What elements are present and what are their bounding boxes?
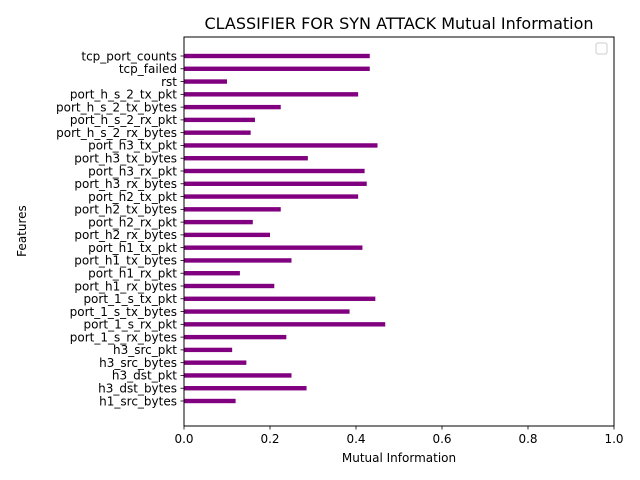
x-tick-label: 0.0: [174, 432, 193, 446]
bar-port-1-s-tx-pkt: [184, 296, 376, 301]
bar-port-h2-rx-bytes: [184, 232, 270, 238]
x-tick-label: 0.8: [518, 432, 537, 446]
bar-port-h3-tx-pkt: [184, 143, 378, 148]
x-tick-label: 0.6: [432, 432, 451, 446]
y-tick-label: tcp_port_counts: [81, 49, 177, 63]
y-tick-label: port_h3_tx_bytes: [74, 152, 177, 166]
bar-port-h-s-2-tx-pkt: [184, 92, 359, 97]
y-tick-label: h3_dst_pkt: [112, 369, 177, 383]
bars-group: [184, 53, 386, 404]
y-tick-label: port_h_s_2_tx_pkt: [70, 88, 177, 102]
y-tick-label: h3_src_pkt: [113, 343, 177, 357]
y-tick-label: port_h1_rx_bytes: [74, 279, 177, 293]
bar-h1-src-bytes: [184, 398, 236, 404]
bar-port-h-s-2-rx-pkt: [184, 117, 255, 123]
bar-port-h2-tx-bytes: [184, 207, 281, 212]
y-tick-label: port_h2_rx_pkt: [88, 215, 177, 229]
x-tick-label: 1.0: [604, 432, 623, 446]
y-tick-label: port_1_s_rx_pkt: [84, 318, 178, 332]
bar-port-h2-tx-pkt: [184, 194, 359, 199]
y-tick-label: port_h_s_2_rx_bytes: [56, 126, 177, 140]
y-tick-label: h1_src_bytes: [99, 394, 177, 408]
bar-h3-src-pkt: [184, 347, 233, 353]
bar-port-h2-rx-pkt: [184, 219, 253, 225]
chart-title: CLASSIFIER FOR SYN ATTACK Mutual Informa…: [204, 14, 593, 33]
bar-port-h3-rx-bytes: [184, 181, 367, 186]
bar-h3-src-bytes: [184, 360, 247, 365]
y-tick-label: tcp_failed: [119, 62, 177, 76]
x-tick-label: 0.2: [260, 432, 279, 446]
y-axis-ticks: h1_src_bytesh3_dst_bytesh3_dst_pkth3_src…: [56, 49, 184, 408]
y-tick-label: port_h2_tx_pkt: [88, 190, 177, 204]
bar-port-h-s-2-rx-bytes: [184, 130, 251, 135]
bar-rst: [184, 79, 227, 84]
y-tick-label: port_h_s_2_rx_pkt: [70, 113, 177, 127]
bar-port-h1-rx-pkt: [184, 271, 240, 276]
bar-port-h1-rx-bytes: [184, 283, 275, 289]
y-axis-label: Features: [15, 205, 29, 257]
y-tick-label: port_h1_rx_pkt: [88, 267, 177, 281]
bar-h3-dst-pkt: [184, 373, 292, 378]
y-tick-label: port_h3_rx_pkt: [88, 164, 177, 178]
bar-port-1-s-rx-pkt: [184, 322, 386, 327]
bar-port-h3-tx-bytes: [184, 156, 308, 161]
bar-port-1-s-rx-bytes: [184, 334, 287, 340]
bar-h3-dst-bytes: [184, 386, 307, 391]
y-tick-label: port_1_s_tx_bytes: [70, 305, 177, 319]
plot-frame: [183, 36, 615, 427]
y-tick-label: port_h1_tx_bytes: [74, 254, 177, 268]
x-tick-label: 0.4: [346, 432, 365, 446]
y-tick-label: rst: [161, 75, 177, 89]
bar-port-1-s-tx-bytes: [184, 309, 350, 314]
y-tick-label: port_1_s_rx_bytes: [70, 330, 177, 344]
y-tick-label: h3_src_bytes: [99, 356, 177, 370]
bar-port-h1-tx-bytes: [184, 258, 292, 263]
bar-port-h3-rx-pkt: [184, 168, 365, 174]
x-axis-ticks: 0.0 0.2 0.4 0.6 0.8 1.0: [174, 426, 624, 446]
y-tick-label: port_h1_tx_pkt: [88, 241, 177, 255]
y-tick-label: h3_dst_bytes: [98, 382, 177, 396]
y-tick-label: port_h2_tx_bytes: [74, 203, 177, 217]
bar-tcp-port-counts: [184, 53, 370, 59]
bar-port-h-s-2-tx-bytes: [184, 104, 281, 110]
x-axis-label: Mutual Information: [342, 451, 456, 465]
bar-tcp-failed: [184, 66, 370, 71]
legend-box: [595, 42, 608, 55]
bar-port-h1-tx-pkt: [184, 245, 363, 250]
y-tick-label: port_h3_rx_bytes: [74, 177, 177, 191]
y-tick-label: port_h_s_2_tx_bytes: [56, 100, 177, 114]
y-tick-label: port_h3_tx_pkt: [88, 139, 177, 153]
y-tick-label: port_1_s_tx_pkt: [83, 292, 177, 306]
y-tick-label: port_h2_rx_bytes: [74, 228, 177, 242]
